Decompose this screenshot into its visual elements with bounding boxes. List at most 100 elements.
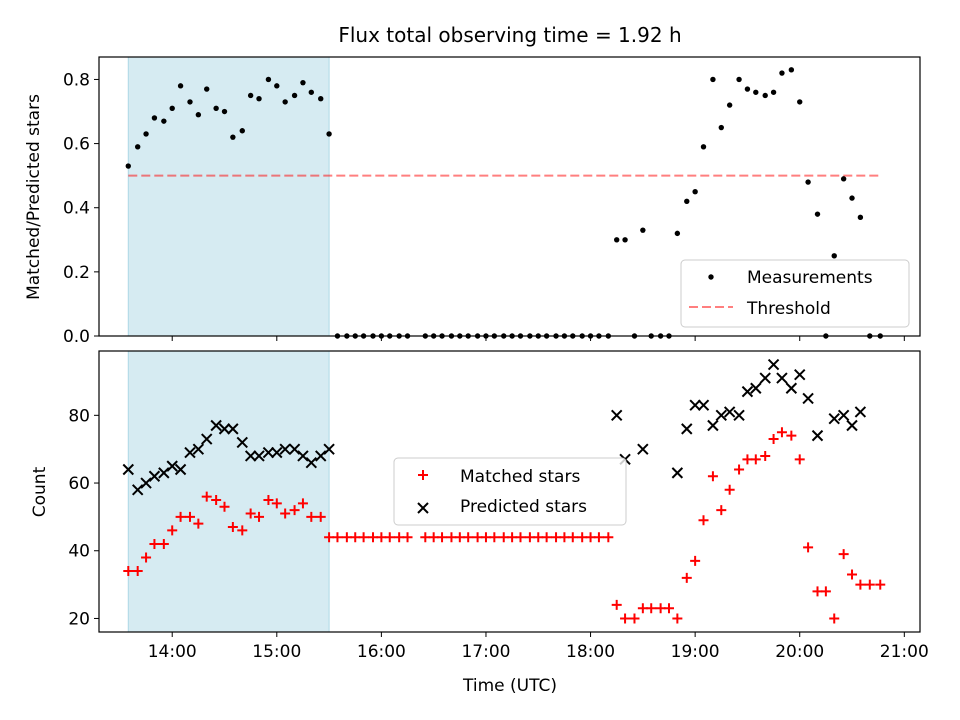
predicted-star-point — [750, 382, 762, 394]
predicted-star-point — [802, 392, 814, 405]
measurement-point — [684, 198, 690, 205]
matched-star-point — [227, 522, 238, 533]
predicted-star-point — [279, 443, 291, 455]
legend-matched-label: Matched stars — [460, 467, 580, 487]
bottom-y-ticks: 20 40 60 80 — [68, 406, 99, 629]
predicted-star-point — [148, 470, 161, 482]
measurement-point — [161, 118, 167, 124]
measurement-point — [762, 92, 768, 99]
matched-star-point — [716, 505, 727, 516]
matched-star-point — [437, 532, 448, 543]
matched-star-point — [541, 532, 552, 543]
matched-star-point — [158, 538, 169, 549]
top-panel: 0.00.20.40.60.8 Matched/Predicted stars … — [24, 56, 921, 347]
measurement-point — [274, 83, 280, 89]
predicted-star-point — [741, 385, 754, 398]
measurement-point — [614, 237, 620, 243]
matched-star-point — [184, 511, 195, 522]
bottom-y-tick-label: 80 — [68, 406, 90, 426]
measurement-point — [134, 144, 141, 150]
predicted-star-point — [131, 484, 144, 496]
top-legend-box — [680, 259, 910, 328]
predicted-star-point — [733, 409, 745, 422]
predicted-star-point — [253, 450, 265, 462]
predicted-star-point — [854, 406, 867, 418]
predicted-star-point — [122, 463, 134, 476]
matched-star-point — [655, 603, 666, 614]
matched-star-point — [803, 542, 814, 553]
bottom-y-axis-label: Count — [30, 466, 50, 517]
matched-star-point — [141, 552, 152, 563]
measurement-point — [326, 131, 332, 137]
predicted-star-point — [288, 443, 301, 455]
matched-star-point — [193, 518, 204, 529]
measurement-point — [221, 108, 228, 115]
predicted-star-point — [697, 399, 710, 411]
matched-star-point — [750, 454, 761, 465]
matched-star-point — [237, 525, 248, 536]
measurement-point — [195, 112, 202, 118]
x-tick-label: 14:00 — [148, 642, 197, 662]
matched-star-point — [201, 491, 212, 502]
top-y-tick-label: 0.0 — [63, 327, 90, 347]
bottom-legend: Matched stars Predicted stars — [393, 457, 627, 526]
bottom-x-ticks: 14:00 15:00 16:00 17:00 18:00 19:00 20:00 21:00 — [148, 632, 929, 662]
matched-star-point — [768, 434, 779, 445]
matched-star-point — [875, 579, 886, 590]
predicted-star-point — [174, 463, 187, 476]
matched-star-point — [847, 569, 858, 580]
measurement-point — [640, 227, 646, 233]
measurement-point — [744, 86, 751, 92]
matched-star-point — [315, 511, 326, 522]
predicted-star-point — [297, 450, 309, 462]
predicted-star-points — [122, 358, 867, 496]
matched-star-point — [515, 532, 526, 543]
matched-star-point — [289, 505, 300, 516]
predicted-star-point — [610, 409, 623, 422]
matched-star-point — [829, 613, 840, 624]
bottom-shaded-span — [127, 350, 330, 633]
predicted-star-point — [828, 413, 840, 425]
predicted-star-point — [166, 460, 178, 472]
predicted-star-point — [244, 450, 257, 462]
matched-star-point — [211, 494, 222, 505]
predicted-star-point — [846, 419, 858, 432]
top-shaded-span — [127, 56, 330, 337]
measurement-point — [857, 214, 864, 221]
predicted-star-point — [210, 419, 222, 432]
matched-star-point — [585, 532, 596, 543]
matched-star-point — [132, 566, 143, 577]
measurement-point — [291, 92, 298, 99]
predicted-star-point — [637, 443, 649, 455]
matched-star-point — [384, 532, 395, 543]
matched-star-point — [786, 430, 797, 441]
matched-star-point — [358, 532, 369, 543]
legend-measurement-marker — [708, 274, 714, 280]
x-tick-label: 19:00 — [671, 642, 720, 662]
matched-star-point — [394, 532, 405, 543]
predicted-star-point — [681, 423, 693, 435]
matched-star-point — [760, 450, 771, 461]
measurement-point — [247, 92, 254, 99]
predicted-star-point — [785, 382, 798, 394]
predicted-star-point — [192, 443, 205, 455]
matched-star-point — [420, 532, 431, 543]
top-y-tick-label: 0.8 — [63, 70, 90, 90]
measurement-point — [239, 128, 245, 134]
matched-star-point — [123, 566, 134, 577]
measurement-point — [265, 76, 272, 83]
measurement-point — [692, 188, 698, 195]
predicted-star-point — [315, 450, 327, 462]
matched-star-point — [306, 511, 317, 522]
matched-star-point — [724, 484, 735, 495]
matched-star-point — [167, 525, 178, 536]
predicted-star-point — [236, 436, 248, 449]
chart-title: Flux total observing time = 1.92 h — [338, 23, 681, 47]
matched-star-point — [245, 508, 256, 519]
top-axes-frame — [98, 56, 921, 337]
measurement-point — [169, 105, 175, 112]
measurement-point — [143, 131, 149, 137]
measurement-point — [814, 211, 821, 217]
matched-star-point — [297, 498, 308, 509]
